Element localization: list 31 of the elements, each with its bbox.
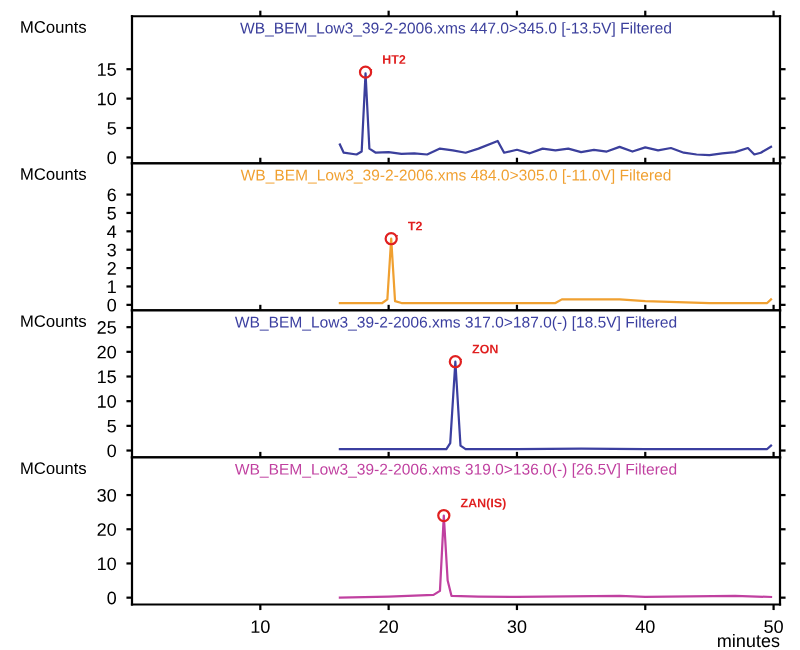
y-tick-label: 1 bbox=[108, 280, 116, 294]
y-tick-label: 20 bbox=[97, 523, 117, 536]
y-tick-label: 10 bbox=[98, 395, 117, 408]
x-tick-label: 10 bbox=[251, 620, 270, 634]
x-tick-label: 30 bbox=[507, 620, 527, 634]
y-tick-label: 15 bbox=[98, 63, 116, 76]
y-tick-label: 0 bbox=[107, 151, 117, 165]
y-tick-label: 2 bbox=[107, 262, 116, 275]
y-tick-label: 5 bbox=[107, 419, 116, 433]
y-tick-label: 10 bbox=[98, 557, 117, 571]
y-tick-label: 5 bbox=[107, 207, 116, 220]
y-tick-label: 20 bbox=[97, 345, 117, 359]
x-axis-title: minutes bbox=[717, 633, 780, 648]
y-tick-label: 0 bbox=[107, 591, 117, 605]
y-axis-title: MCounts bbox=[21, 462, 87, 475]
y-tick-label: 0 bbox=[107, 298, 117, 312]
y-tick-label: 30 bbox=[97, 488, 117, 502]
y-axis-title: MCounts bbox=[21, 315, 87, 328]
y-tick-label: 15 bbox=[98, 370, 116, 384]
y-axis-title: MCounts bbox=[21, 168, 87, 180]
y-tick-label: 25 bbox=[97, 321, 116, 334]
x-tick-label: 40 bbox=[635, 620, 655, 634]
y-tick-label: 10 bbox=[98, 92, 117, 106]
y-tick-label: 6 bbox=[107, 188, 116, 202]
y-axis-title: MCounts bbox=[21, 21, 87, 33]
y-tick-label: 5 bbox=[107, 122, 116, 135]
y-tick-label: 0 bbox=[107, 444, 117, 458]
x-tick-label: 50 bbox=[764, 620, 783, 634]
y-tick-label: 4 bbox=[107, 225, 117, 238]
y-tick-label: 3 bbox=[107, 243, 116, 257]
x-tick-label: 20 bbox=[379, 620, 398, 634]
